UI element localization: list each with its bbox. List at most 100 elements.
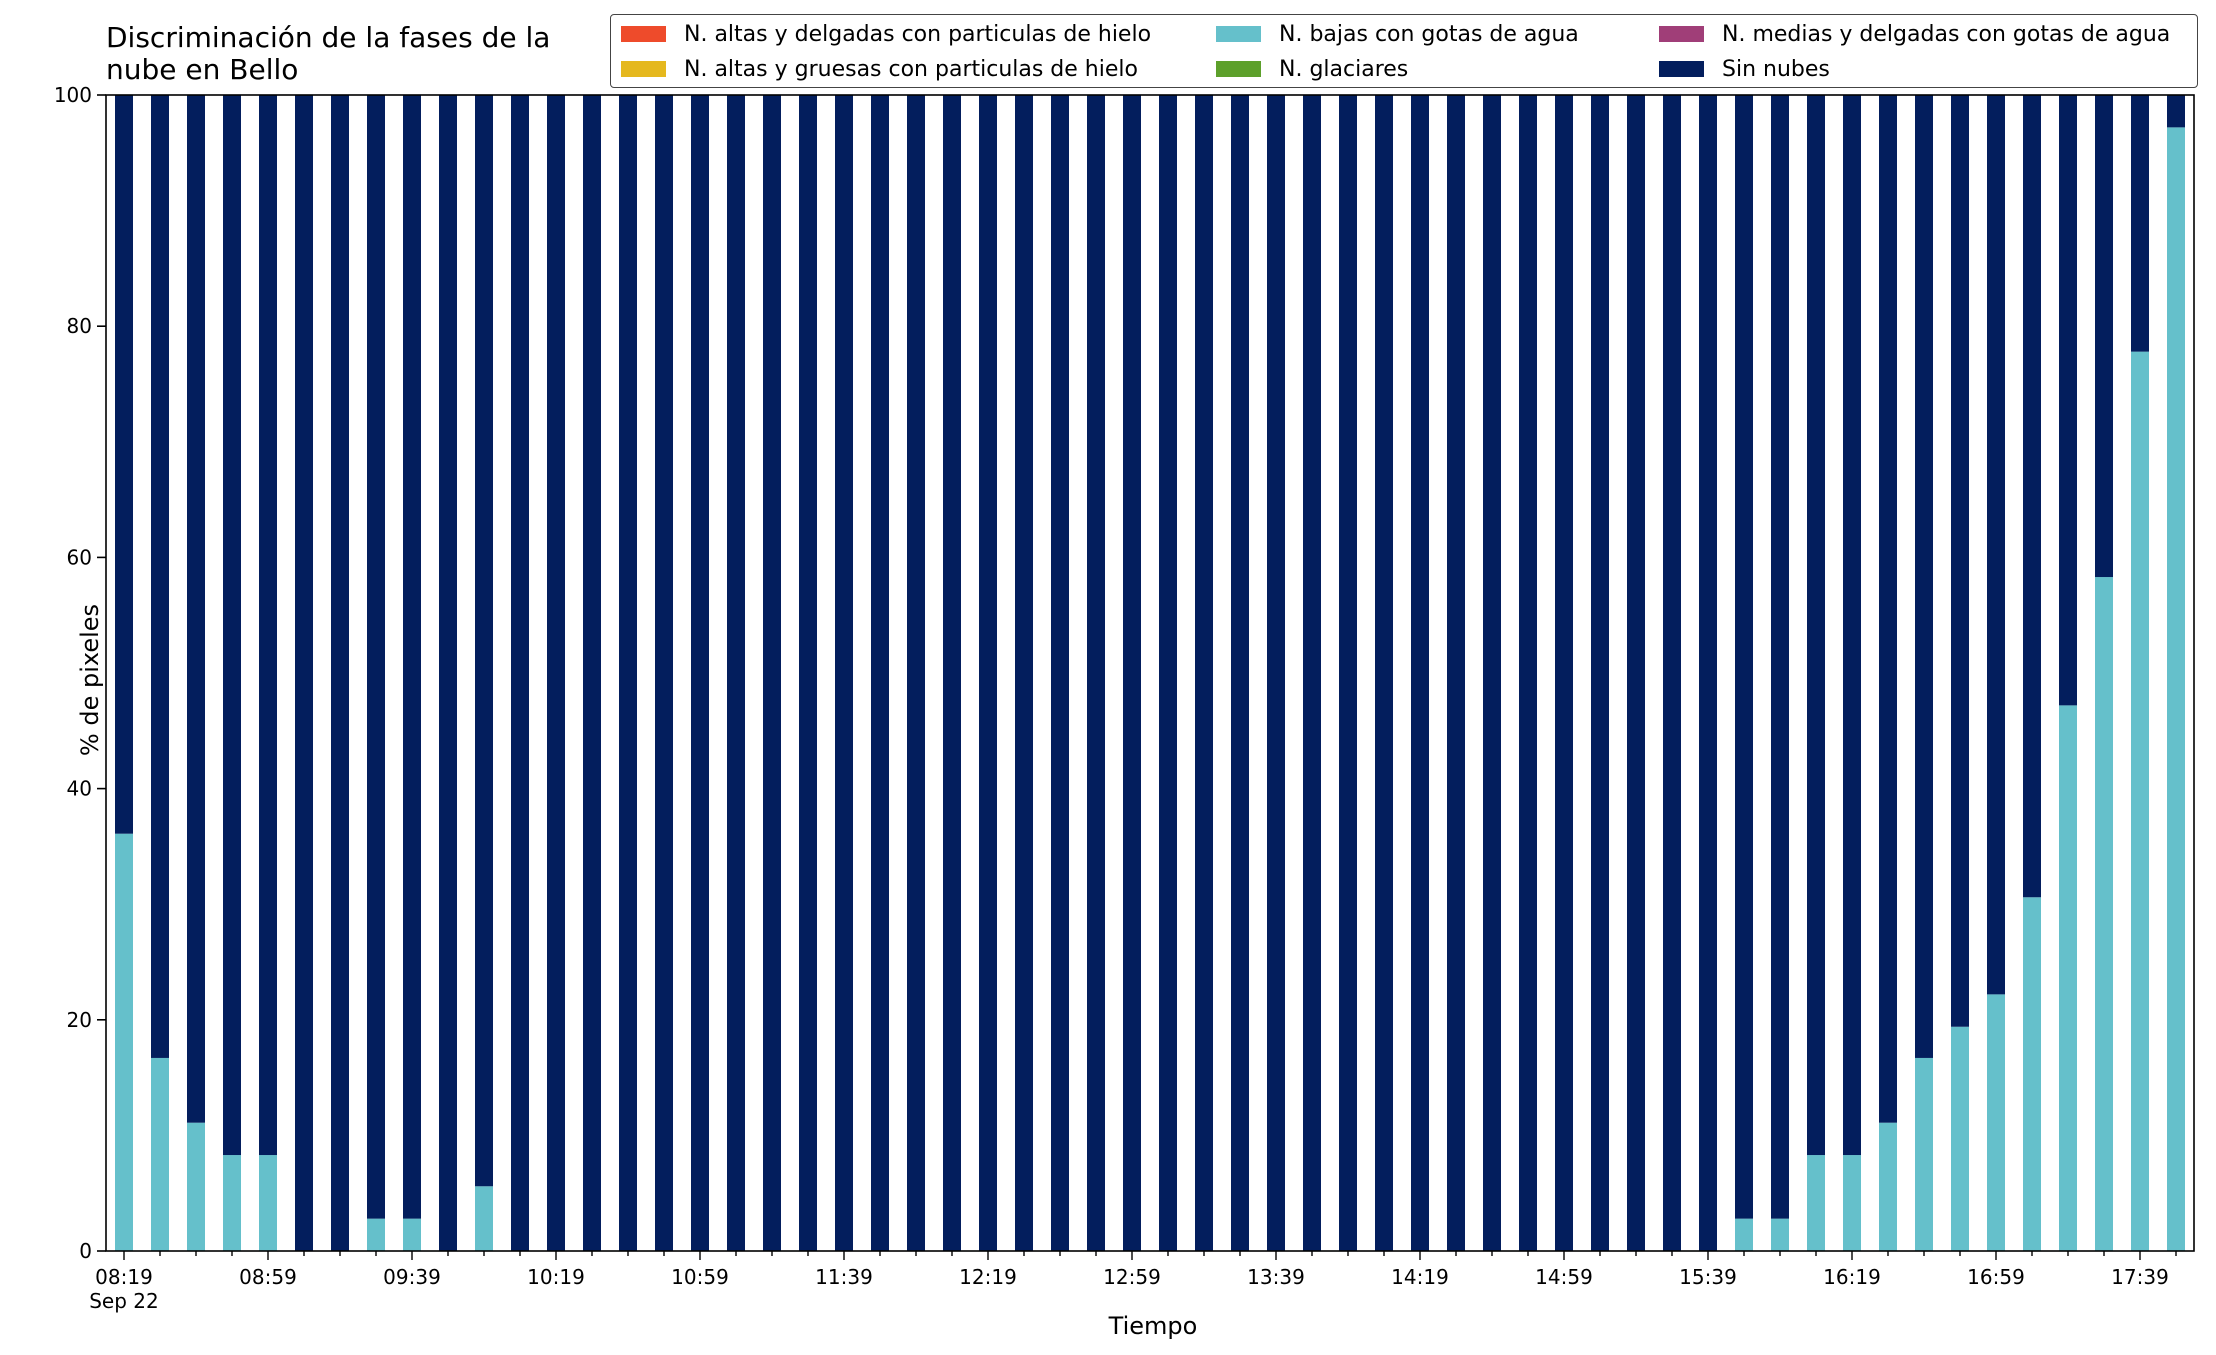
bar-segment [1987, 95, 2005, 995]
bar-segment [1951, 95, 1969, 1027]
bar-segment [1915, 95, 1933, 1058]
bar-segment [2059, 705, 2077, 1251]
bar-segment [439, 95, 457, 1251]
x-axis-label: Tiempo [1108, 1312, 1198, 1340]
bar-segment [475, 1186, 493, 1251]
x-tick-label: 10:59 [671, 1265, 729, 1289]
bar-segment [151, 95, 169, 1058]
bar-segment [223, 1155, 241, 1251]
bar-segment [1231, 95, 1249, 1251]
bar-segment [907, 95, 925, 1251]
y-tick-label: 80 [67, 314, 92, 338]
bar-segment [1519, 95, 1537, 1251]
bar-segment [2023, 897, 2041, 1251]
bar-segment [187, 1122, 205, 1251]
bar-segment [2023, 95, 2041, 898]
plot-frame [105, 94, 2195, 1252]
bar-segment [1087, 95, 1105, 1251]
x-tick-label: 14:19 [1391, 1265, 1449, 1289]
x-tick-label: 12:59 [1103, 1265, 1161, 1289]
y-tick-label: 100 [54, 83, 92, 107]
bar-segment [2131, 95, 2149, 352]
legend: N. altas y delgadas con particulas de hi… [610, 14, 2198, 88]
bar-segment [1411, 95, 1429, 1251]
x-tick-label: 16:59 [1967, 1265, 2025, 1289]
x-tick-label: 08:59 [239, 1265, 297, 1289]
bar-segment [871, 95, 889, 1251]
bar-segment [511, 95, 529, 1251]
bar-segment [1483, 95, 1501, 1251]
bar-segment [151, 1057, 169, 1251]
legend-item: N. bajas con gotas de agua [1216, 22, 1579, 48]
legend-label: Sin nubes [1722, 57, 1830, 82]
bar-segment [295, 95, 313, 1251]
bar-segment [1735, 95, 1753, 1219]
bar-segment [367, 95, 385, 1219]
x-tick-label: Sep 22 [89, 1289, 159, 1313]
legend-swatch [1216, 26, 1261, 42]
bar-segment [691, 95, 709, 1251]
legend-swatch [1659, 61, 1704, 77]
bar-segment [1159, 95, 1177, 1251]
bar-segment [1195, 95, 1213, 1251]
bar-segment [1447, 95, 1465, 1251]
legend-item: N. medias y delgadas con gotas de agua [1659, 22, 2170, 48]
chart-title: Discriminación de la fases de la nube en … [106, 22, 550, 86]
legend-label: N. bajas con gotas de agua [1279, 22, 1579, 47]
bar-segment [2167, 95, 2185, 128]
bar-segment [727, 95, 745, 1251]
bar-segment [1123, 95, 1141, 1251]
bar-segment [1843, 1155, 1861, 1251]
y-tick-label: 60 [67, 545, 92, 569]
bar-segment [655, 95, 673, 1251]
chart-title-text: Discriminación de la fases de la nube en … [106, 21, 551, 86]
bar-segment [1015, 95, 1033, 1251]
bar-segment [403, 95, 421, 1219]
bar-segment [1555, 95, 1573, 1251]
bar-segment [979, 95, 997, 1251]
bar-segment [1267, 95, 1285, 1251]
bar-segment [1375, 95, 1393, 1251]
bar-segment [1771, 1218, 1789, 1251]
bar-segment [1915, 1057, 1933, 1251]
bar-segment [1051, 95, 1069, 1251]
bar-segment [1699, 95, 1717, 1251]
bar-segment [1807, 95, 1825, 1156]
legend-swatch [1659, 26, 1704, 42]
bar-segment [1807, 1155, 1825, 1251]
bar-segment [1627, 95, 1645, 1251]
bar-segment [1591, 95, 1609, 1251]
bar-segment [799, 95, 817, 1251]
bar-segment [619, 95, 637, 1251]
x-tick-label: 14:59 [1535, 1265, 1593, 1289]
bar-segment [259, 1155, 277, 1251]
bar-segment [2095, 95, 2113, 578]
x-tick-label: 16:19 [1823, 1265, 1881, 1289]
bar-segment [547, 95, 565, 1251]
legend-swatch [1216, 61, 1261, 77]
bar-segment [763, 95, 781, 1251]
legend-label: N. altas y gruesas con particulas de hie… [684, 57, 1138, 82]
y-tick-label: 0 [79, 1239, 92, 1263]
bar-segment [1735, 1218, 1753, 1251]
legend-label: N. altas y delgadas con particulas de hi… [684, 22, 1152, 47]
legend-item: N. altas y delgadas con particulas de hi… [621, 22, 1151, 48]
legend-swatch [621, 61, 666, 77]
x-tick-label: 17:39 [2111, 1265, 2169, 1289]
legend-item: N. glaciares [1216, 57, 1408, 83]
bar-segment [1879, 1122, 1897, 1251]
bar-segment [1303, 95, 1321, 1251]
bar-segment [1771, 95, 1789, 1219]
x-tick-label: 09:39 [383, 1265, 441, 1289]
x-tick-label: 08:19 [95, 1265, 153, 1289]
bar-segment [943, 95, 961, 1251]
bar-segment [1951, 1026, 1969, 1251]
bar-segment [1843, 95, 1861, 1156]
x-tick-label: 15:39 [1679, 1265, 1737, 1289]
bar-segment [475, 95, 493, 1187]
bar-segment [2059, 95, 2077, 706]
x-tick-label: 12:19 [959, 1265, 1017, 1289]
bar-segment [187, 95, 205, 1123]
x-tick-label: 11:39 [815, 1265, 873, 1289]
